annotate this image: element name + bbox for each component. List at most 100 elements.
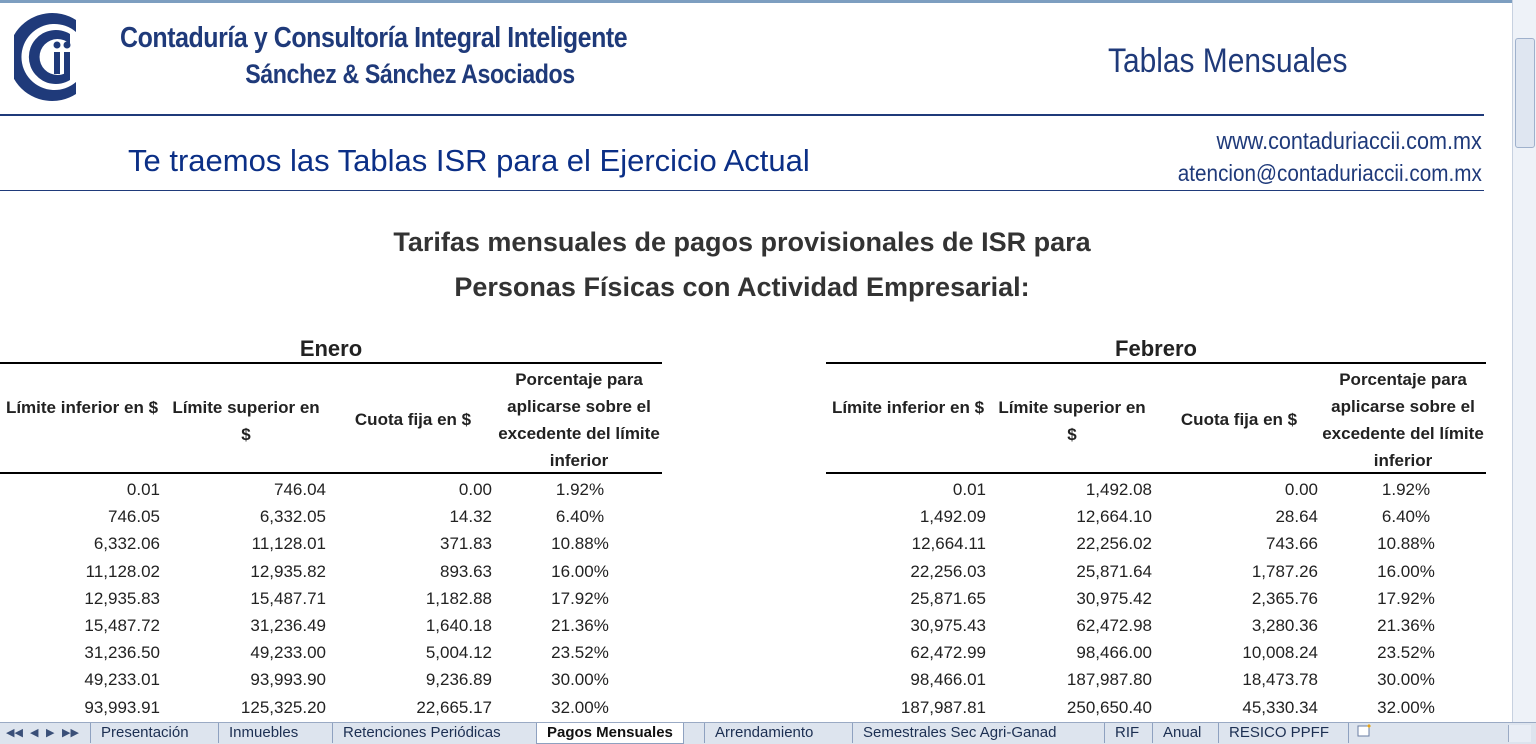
prev-sheet-icon[interactable]: ◀ xyxy=(30,727,39,739)
cell-fixed-fee[interactable]: 2,365.76 xyxy=(1251,588,1318,608)
cell-percentage[interactable]: 32.00% xyxy=(1377,697,1435,717)
cell-lower-limit[interactable]: 0.01 xyxy=(952,480,986,499)
col-header-fixed-fee: Cuota fija en $ xyxy=(354,410,472,429)
sheet-tab[interactable]: Inmuebles xyxy=(218,723,308,743)
cell-percentage[interactable]: 1.92% xyxy=(1381,480,1431,499)
cell-upper-limit[interactable]: 12,935.82 xyxy=(250,561,326,581)
cell-percentage[interactable]: 17.92% xyxy=(1377,588,1435,608)
sheet-tab[interactable]: Retenciones Periódicas xyxy=(332,723,511,743)
cell-fixed-fee[interactable]: 5,004.12 xyxy=(425,643,492,663)
cell-lower-limit[interactable]: 746.05 xyxy=(108,507,160,527)
table-row: 93,993.91 125,325.20 22,665.17 32.00% xyxy=(0,694,660,721)
sheet-tab[interactable]: RESICO PPFF xyxy=(1218,723,1339,743)
cell-lower-limit[interactable]: 15,487.72 xyxy=(84,616,160,635)
cell-percentage[interactable]: 1.92% xyxy=(555,480,605,499)
insert-sheet-icon[interactable] xyxy=(1348,723,1381,743)
cell-lower-limit[interactable]: 6,332.06 xyxy=(93,534,160,554)
col-header-lower-limit: Límite inferior en $ xyxy=(831,398,985,417)
cell-percentage[interactable]: 6.40% xyxy=(1381,507,1431,527)
website-link[interactable]: www.contaduriaccii.com.mx xyxy=(1216,128,1482,155)
table-row: 31,236.50 49,233.00 5,004.12 23.52% xyxy=(0,639,660,666)
cell-upper-limit[interactable]: 125,325.20 xyxy=(240,697,326,717)
table-row: 0.01 1,492.08 0.00 1.92% xyxy=(826,476,1486,503)
cell-upper-limit[interactable]: 1,492.08 xyxy=(1085,480,1152,499)
cell-fixed-fee[interactable]: 371.83 xyxy=(440,534,492,554)
col-header-lower-limit: Límite inferior en $ xyxy=(5,398,159,417)
cell-fixed-fee[interactable]: 22,665.17 xyxy=(416,697,492,717)
cell-lower-limit[interactable]: 49,233.01 xyxy=(84,670,160,690)
sheet-tab[interactable]: Anual xyxy=(1152,723,1211,743)
table-enero: Enero Límite inferior en $ Límite superi… xyxy=(0,336,662,722)
cell-fixed-fee[interactable]: 28.64 xyxy=(1275,507,1318,527)
sheet-tab[interactable]: Presentación xyxy=(90,723,199,743)
cell-percentage[interactable]: 21.36% xyxy=(551,616,609,635)
cell-lower-limit[interactable]: 1,492.09 xyxy=(919,507,986,527)
cell-lower-limit[interactable]: 187,987.81 xyxy=(900,697,986,717)
cell-upper-limit[interactable]: 93,993.90 xyxy=(250,670,326,690)
cell-fixed-fee[interactable]: 3,280.36 xyxy=(1251,616,1318,635)
cell-fixed-fee[interactable]: 45,330.34 xyxy=(1242,697,1318,717)
cell-lower-limit[interactable]: 0.01 xyxy=(126,480,160,499)
cell-fixed-fee[interactable]: 10,008.24 xyxy=(1242,643,1318,663)
cell-upper-limit[interactable]: 746.04 xyxy=(274,480,326,499)
tagline: Te traemos las Tablas ISR para el Ejerci… xyxy=(128,143,810,178)
sheet-tab[interactable]: Semestrales Sec Agri-Ganad xyxy=(852,723,1066,743)
cell-upper-limit[interactable]: 25,871.64 xyxy=(1076,561,1152,581)
cell-upper-limit[interactable]: 15,487.71 xyxy=(250,588,326,608)
cell-percentage[interactable]: 10.88% xyxy=(1377,534,1435,554)
cell-lower-limit[interactable]: 93,993.91 xyxy=(84,697,160,717)
cell-upper-limit[interactable]: 12,664.10 xyxy=(1076,507,1152,527)
cell-percentage[interactable]: 32.00% xyxy=(551,697,609,717)
next-sheet-icon[interactable]: ▶ xyxy=(46,727,55,739)
cell-lower-limit[interactable]: 12,664.11 xyxy=(911,534,986,554)
cell-fixed-fee[interactable]: 743.66 xyxy=(1266,534,1318,554)
cell-percentage[interactable]: 6.40% xyxy=(555,507,605,527)
cell-lower-limit[interactable]: 25,871.65 xyxy=(910,588,986,608)
scrollbar-thumb[interactable] xyxy=(1515,38,1535,148)
cell-lower-limit[interactable]: 22,256.03 xyxy=(910,561,986,581)
first-sheet-icon[interactable]: ◀◀ xyxy=(6,727,23,739)
cell-upper-limit[interactable]: 62,472.98 xyxy=(1076,616,1152,635)
cell-upper-limit[interactable]: 22,256.02 xyxy=(1076,534,1152,554)
cell-percentage[interactable]: 10.88% xyxy=(551,534,609,554)
cell-lower-limit[interactable]: 31,236.50 xyxy=(84,643,160,663)
cell-lower-limit[interactable]: 12,935.83 xyxy=(84,588,160,608)
cell-upper-limit[interactable]: 11,128.01 xyxy=(251,534,326,554)
cell-percentage[interactable]: 30.00% xyxy=(1377,670,1435,690)
cell-percentage[interactable]: 17.92% xyxy=(551,588,609,608)
cell-upper-limit[interactable]: 49,233.00 xyxy=(250,643,326,663)
cell-fixed-fee[interactable]: 0.00 xyxy=(1284,480,1318,499)
sheet-tab[interactable]: Pagos Mensuales xyxy=(536,723,684,744)
cell-fixed-fee[interactable]: 1,182.88 xyxy=(425,588,492,608)
vertical-scrollbar[interactable] xyxy=(1512,0,1536,722)
cell-fixed-fee[interactable]: 0.00 xyxy=(458,480,492,499)
cell-lower-limit[interactable]: 11,128.02 xyxy=(85,561,160,581)
cell-lower-limit[interactable]: 30,975.43 xyxy=(910,616,986,635)
last-sheet-icon[interactable]: ▶▶ xyxy=(62,727,79,739)
cell-lower-limit[interactable]: 98,466.01 xyxy=(910,670,986,690)
cell-fixed-fee[interactable]: 1,787.26 xyxy=(1251,561,1318,581)
cell-percentage[interactable]: 30.00% xyxy=(551,670,609,690)
cell-upper-limit[interactable]: 30,975.42 xyxy=(1076,588,1152,608)
cell-percentage[interactable]: 23.52% xyxy=(551,643,609,663)
cell-upper-limit[interactable]: 187,987.80 xyxy=(1066,670,1152,690)
cell-fixed-fee[interactable]: 1,640.18 xyxy=(425,616,492,635)
cell-upper-limit[interactable]: 6,332.05 xyxy=(259,507,326,527)
cell-lower-limit[interactable]: 62,472.99 xyxy=(910,643,986,663)
cell-upper-limit[interactable]: 31,236.49 xyxy=(250,616,326,635)
cell-percentage[interactable]: 21.36% xyxy=(1377,616,1435,635)
cell-percentage[interactable]: 23.52% xyxy=(1377,643,1435,663)
cell-upper-limit[interactable]: 250,650.40 xyxy=(1066,697,1152,717)
subheader-divider xyxy=(0,190,1484,191)
cell-percentage[interactable]: 16.00% xyxy=(1377,561,1435,581)
cell-percentage[interactable]: 16.00% xyxy=(551,561,609,581)
cell-fixed-fee[interactable]: 9,236.89 xyxy=(425,670,492,690)
email-link[interactable]: atencion@contaduriaccii.com.mx xyxy=(1177,160,1482,186)
sheet-tab[interactable]: RIF xyxy=(1104,723,1149,743)
horizontal-split-handle[interactable] xyxy=(1508,725,1531,742)
cell-fixed-fee[interactable]: 18,473.78 xyxy=(1242,670,1318,690)
cell-upper-limit[interactable]: 98,466.00 xyxy=(1076,643,1152,663)
cell-fixed-fee[interactable]: 14.32 xyxy=(449,507,492,527)
sheet-tab[interactable]: Arrendamiento xyxy=(704,723,823,743)
cell-fixed-fee[interactable]: 893.63 xyxy=(440,561,492,581)
